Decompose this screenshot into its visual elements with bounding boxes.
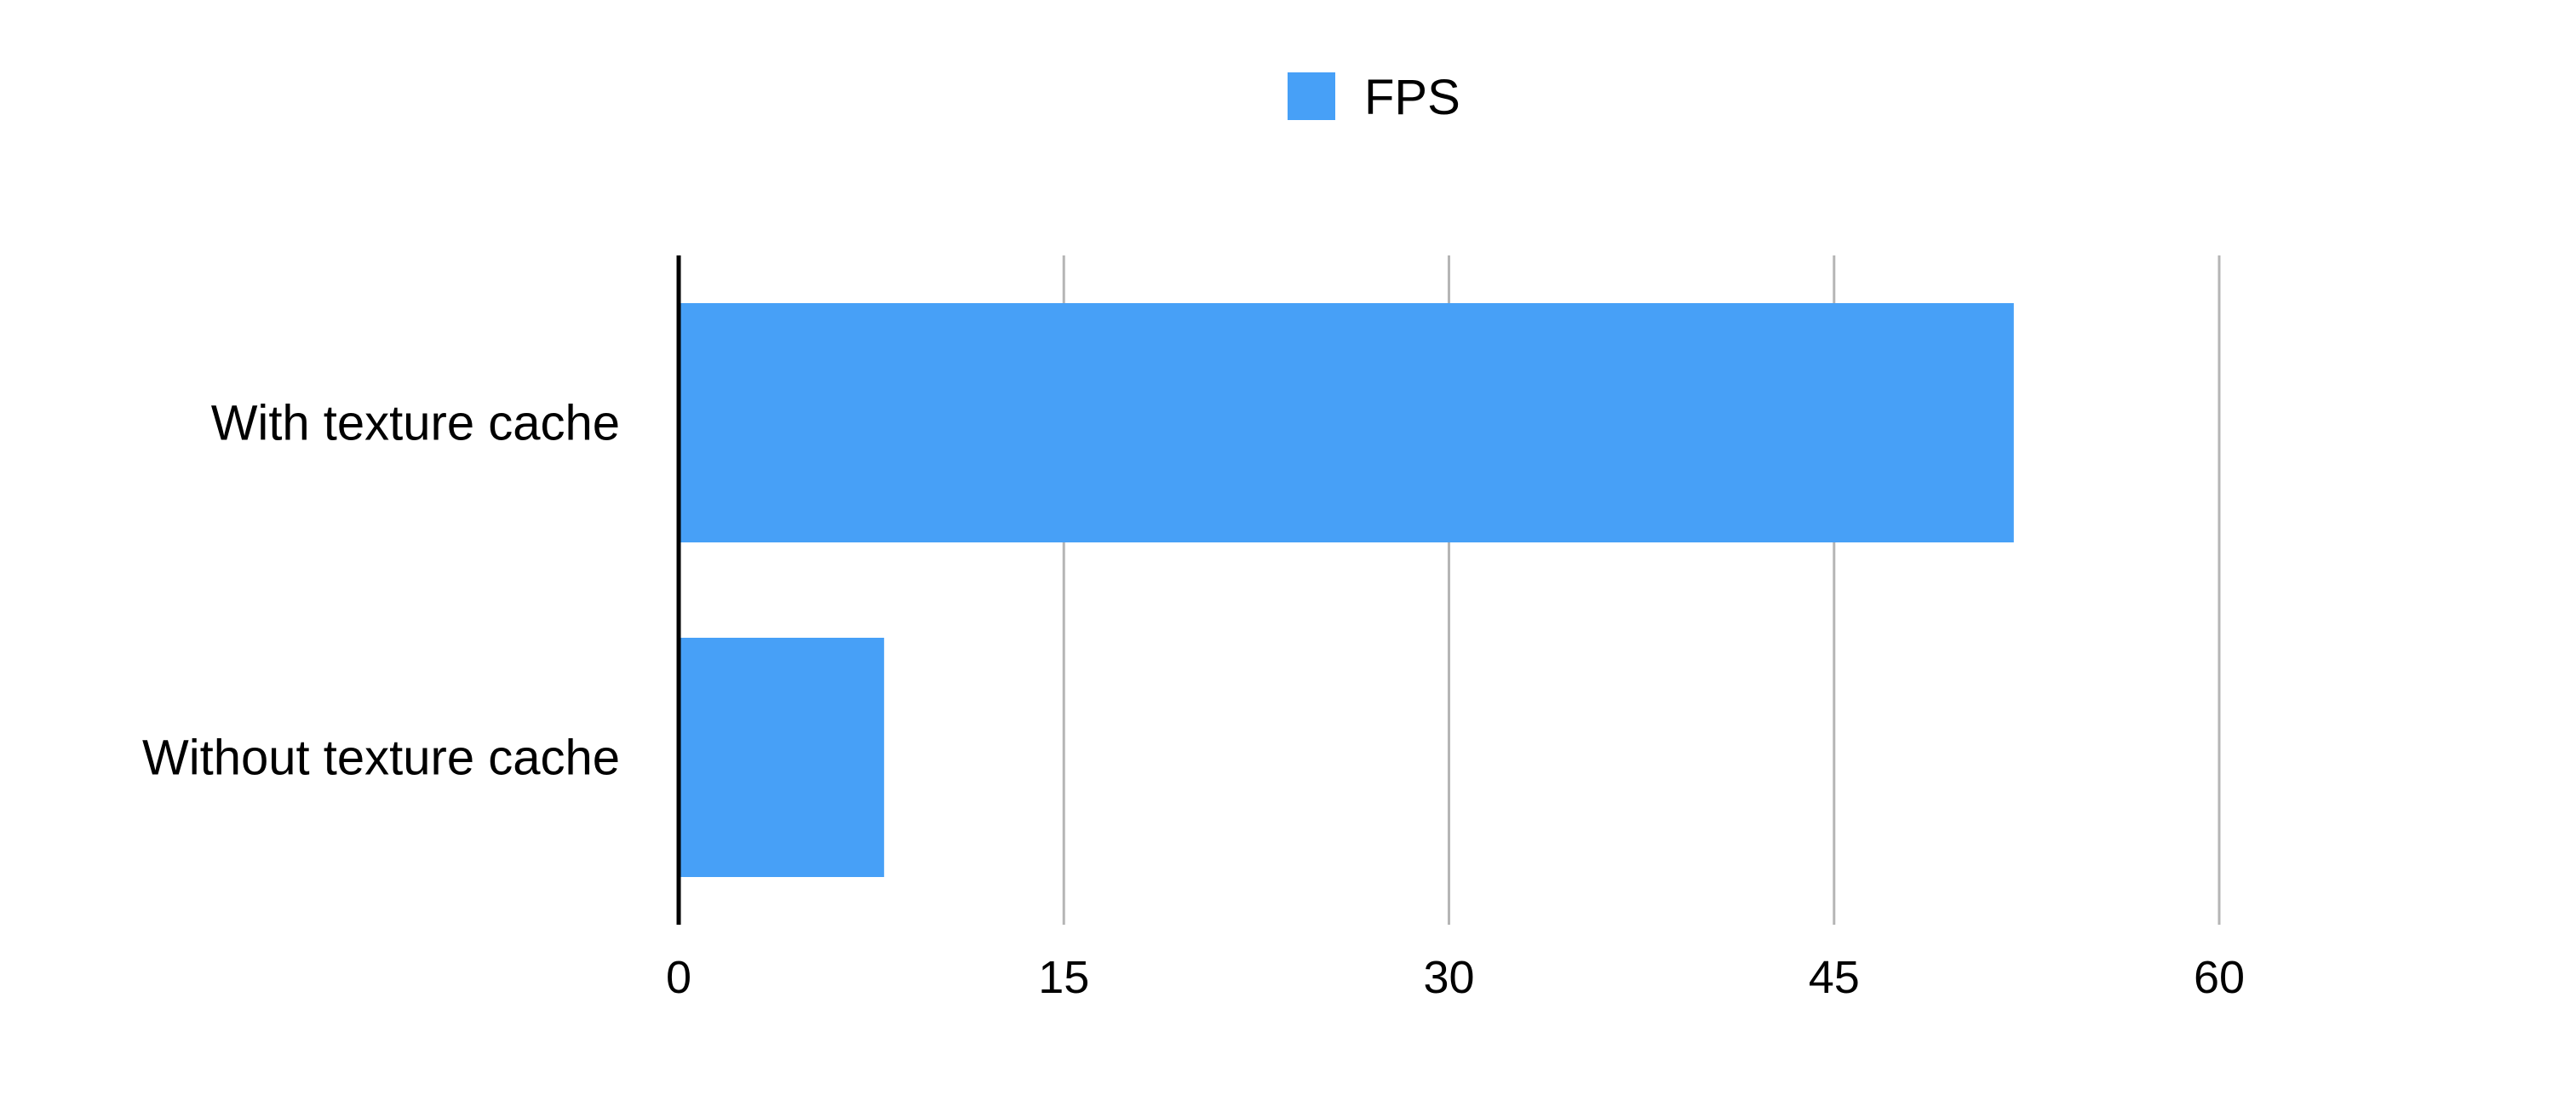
- legend-swatch: [1288, 72, 1335, 120]
- x-tick-label: 45: [1809, 952, 1860, 1003]
- x-tick-label: 30: [1423, 952, 1474, 1003]
- bar: [679, 303, 2014, 542]
- legend: FPS: [1288, 70, 1460, 125]
- bar: [679, 638, 885, 877]
- category-label: With texture cache: [211, 396, 620, 451]
- category-labels: With texture cache Without texture cache: [142, 396, 620, 786]
- x-tick-label: 0: [666, 952, 691, 1003]
- x-tick-labels: 0 15 30 45 60: [666, 952, 2245, 1003]
- legend-label: FPS: [1364, 70, 1460, 125]
- category-label: Without texture cache: [142, 731, 620, 786]
- x-tick-label: 15: [1038, 952, 1089, 1003]
- bars: [679, 303, 2014, 877]
- x-tick-label: 60: [2194, 952, 2245, 1003]
